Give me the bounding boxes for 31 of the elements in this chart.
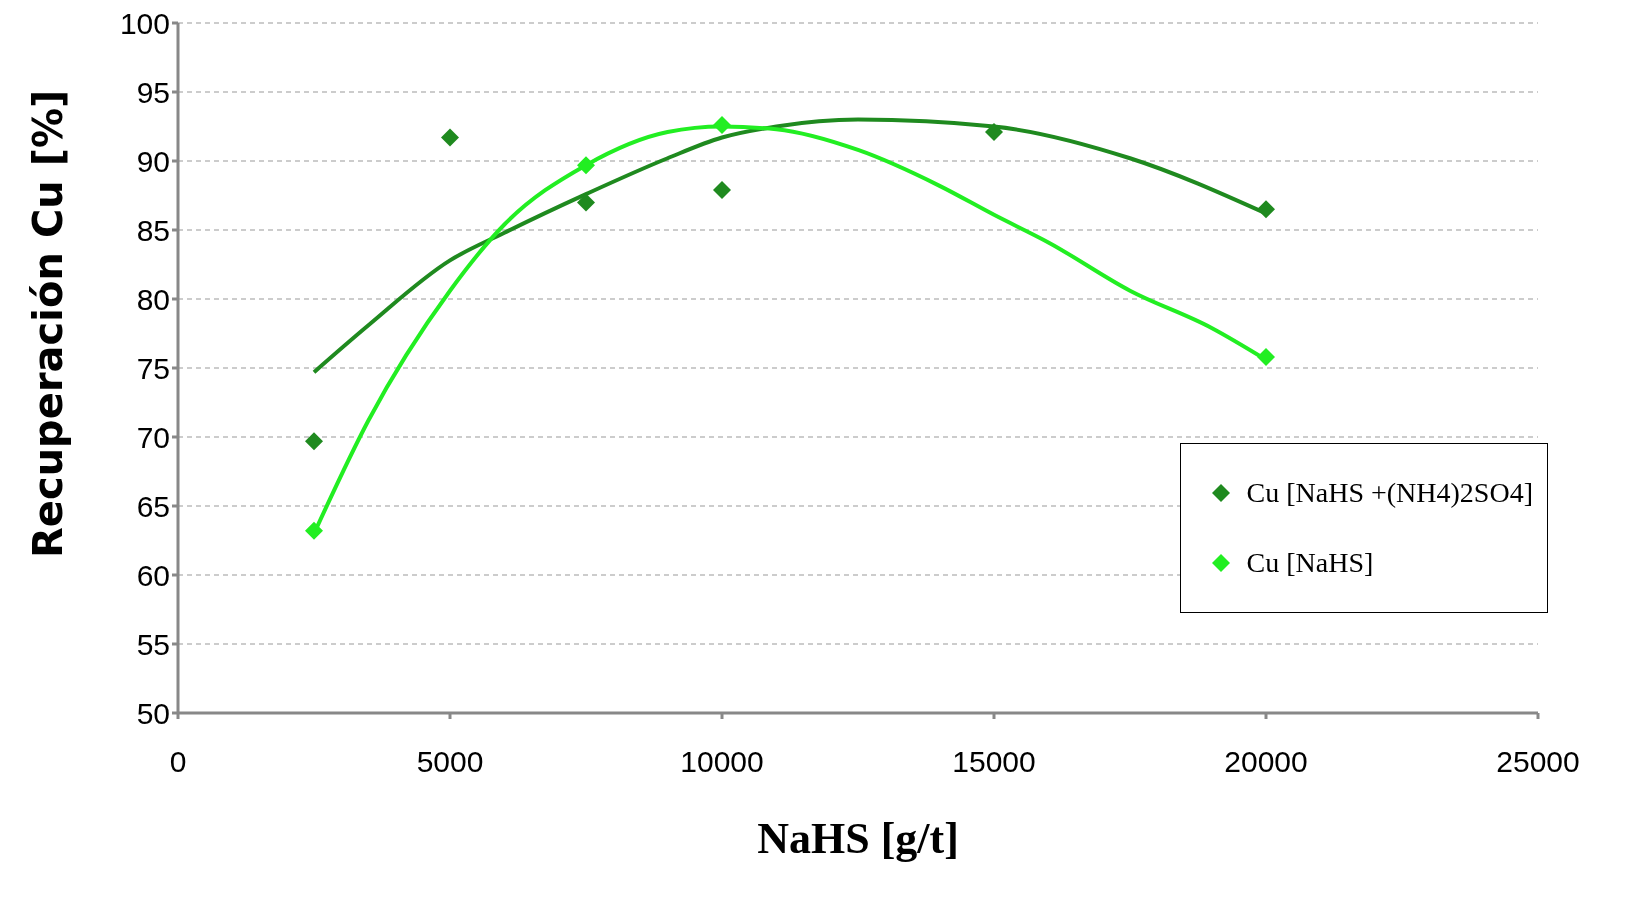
point [1257, 200, 1275, 219]
y-tick-label: 95 [136, 75, 170, 109]
x-tick-label: 20000 [1224, 745, 1308, 779]
legend-label: Cu [NaHS] [1246, 546, 1374, 580]
y-tick-label: 80 [136, 282, 170, 316]
point [1257, 347, 1275, 366]
y-axis-title: Recuperación Cu [%] [25, 89, 72, 558]
y-tick-label: 55 [136, 627, 170, 661]
y-tick-label: 90 [136, 144, 170, 178]
x-tick-label: 5000 [416, 745, 484, 779]
point [577, 193, 595, 212]
point [305, 521, 323, 540]
point [713, 116, 731, 135]
point [985, 123, 1003, 142]
y-tick-label: 85 [136, 213, 170, 247]
y-tick-label: 65 [136, 489, 170, 523]
point [577, 156, 595, 175]
x-axis-title: NaHS [g/t] [757, 814, 959, 863]
x-tick-label: 25000 [1496, 745, 1580, 779]
y-tick-label: 100 [119, 6, 170, 40]
point [441, 128, 459, 147]
y-tick-label: 60 [136, 558, 170, 592]
x-tick-label: 15000 [952, 745, 1036, 779]
y-tick-label: 50 [136, 696, 170, 730]
point [305, 432, 323, 451]
y-tick-label: 70 [136, 420, 170, 454]
legend-label: Cu [NaHS +(NH4)2SO4] [1246, 476, 1533, 510]
y-tick-label: 75 [136, 351, 170, 385]
x-tick-label: 0 [169, 745, 187, 779]
x-tick-label: 10000 [680, 745, 764, 779]
point [713, 180, 731, 199]
